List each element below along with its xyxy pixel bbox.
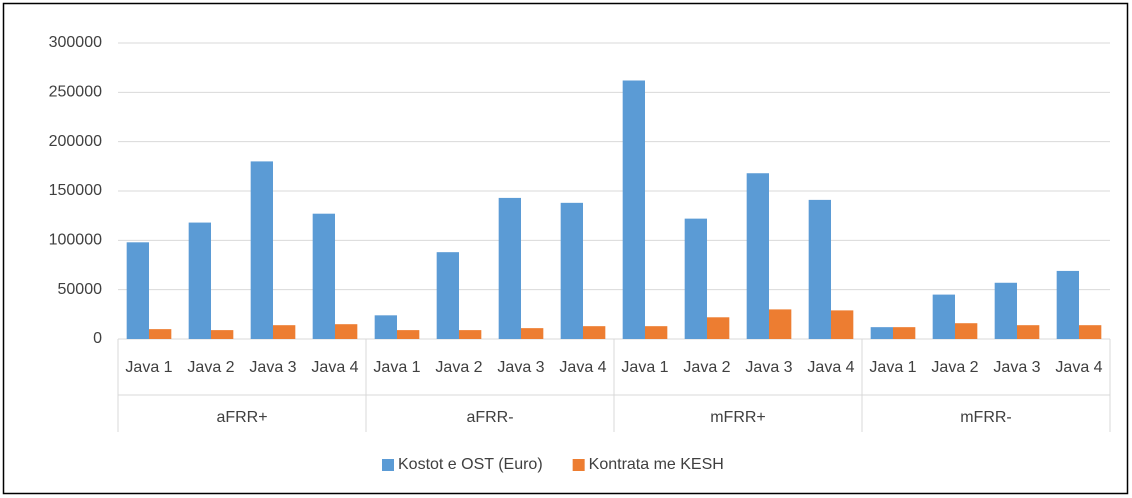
y-tick-label: 50000 <box>58 281 103 298</box>
bar <box>436 252 459 339</box>
x-tick-label: Java 2 <box>931 359 978 376</box>
bar <box>684 218 707 339</box>
y-tick-label: 250000 <box>49 84 102 101</box>
legend-swatch <box>382 459 394 471</box>
bar <box>560 202 583 339</box>
bar <box>645 326 668 339</box>
bar <box>397 330 420 339</box>
y-tick-label: 200000 <box>49 133 102 150</box>
x-tick-label: Java 2 <box>187 359 234 376</box>
bar <box>583 326 606 339</box>
x-tick-label: Java 2 <box>683 359 730 376</box>
bar <box>808 199 831 339</box>
group-label: mFRR- <box>960 409 1012 426</box>
x-tick-label: Java 1 <box>869 359 916 376</box>
bar <box>459 330 482 339</box>
bar <box>831 310 854 339</box>
group-label: mFRR+ <box>710 409 766 426</box>
bar <box>707 317 730 339</box>
x-tick-label: Java 3 <box>249 359 296 376</box>
bar <box>1056 270 1079 339</box>
bar <box>149 329 172 339</box>
y-tick-label: 150000 <box>49 182 102 199</box>
bar <box>932 294 955 339</box>
bar <box>769 309 792 339</box>
x-tick-label: Java 4 <box>559 359 606 376</box>
bar <box>1017 325 1040 339</box>
bar <box>870 327 893 339</box>
bar <box>955 323 978 339</box>
x-tick-label: Java 1 <box>373 359 420 376</box>
bar <box>211 330 234 339</box>
x-tick-label: Java 4 <box>807 359 854 376</box>
bar <box>374 315 397 339</box>
group-label: aFRR+ <box>216 409 267 426</box>
y-tick-label: 300000 <box>49 34 102 51</box>
legend-swatch <box>572 459 585 471</box>
x-tick-label: Java 1 <box>621 359 668 376</box>
x-tick-label: Java 4 <box>311 359 358 376</box>
x-tick-label: Java 4 <box>1055 359 1102 376</box>
x-tick-label: Java 3 <box>993 359 1040 376</box>
bar <box>188 222 211 339</box>
x-tick-label: Java 1 <box>125 359 172 376</box>
legend-label: Kostot e OST (Euro) <box>398 456 543 473</box>
bar <box>622 80 645 339</box>
y-tick-label: 0 <box>93 330 102 347</box>
bar <box>273 325 296 339</box>
y-tick-label: 100000 <box>49 232 102 249</box>
group-label: aFRR- <box>466 409 513 426</box>
legend-label: Kontrata me KESH <box>589 456 724 473</box>
bar <box>312 213 335 339</box>
x-tick-label: Java 3 <box>497 359 544 376</box>
bar <box>250 161 273 339</box>
bar <box>893 327 916 339</box>
bar <box>126 242 149 339</box>
bar <box>994 282 1017 339</box>
bar <box>746 173 769 339</box>
bar <box>335 324 358 339</box>
bar <box>1079 325 1102 339</box>
x-tick-label: Java 2 <box>435 359 482 376</box>
x-tick-label: Java 3 <box>745 359 792 376</box>
bar <box>521 328 544 339</box>
bar <box>498 197 521 339</box>
